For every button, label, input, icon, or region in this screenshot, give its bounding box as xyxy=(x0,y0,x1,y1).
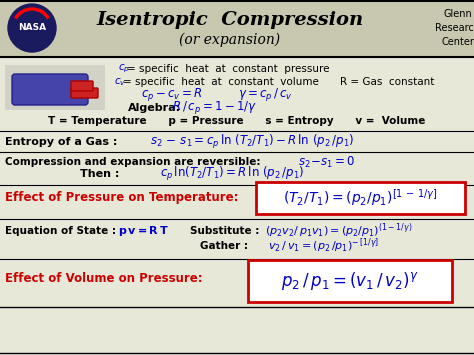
Text: Compression and expansion are reversible:: Compression and expansion are reversible… xyxy=(5,157,261,167)
Text: $s_2\!-\!s_1 = 0$: $s_2\!-\!s_1 = 0$ xyxy=(298,154,355,170)
Text: $c_p - c_v = R$: $c_p - c_v = R$ xyxy=(141,87,203,104)
Text: $c_p$: $c_p$ xyxy=(118,63,130,75)
Text: Algebra:: Algebra: xyxy=(128,103,181,113)
Text: (or expansion): (or expansion) xyxy=(180,33,281,47)
Text: $v_2\,/\,v_1 = (p_2\,/p_1)^{-\,[1/\gamma]}$: $v_2\,/\,v_1 = (p_2\,/p_1)^{-\,[1/\gamma… xyxy=(268,237,379,255)
Text: $\mathbf{p\,v = R\,T}$: $\mathbf{p\,v = R\,T}$ xyxy=(118,224,169,238)
FancyBboxPatch shape xyxy=(71,81,93,91)
Text: Then :: Then : xyxy=(80,169,119,179)
Text: $p_2\,/\,p_1 = (v_1\,/\,v_2)^\gamma$: $p_2\,/\,p_1 = (v_1\,/\,v_2)^\gamma$ xyxy=(281,270,419,292)
Text: $c_p\,\ln(T_2/T_1) = R\,\ln\,(p_2\,/p_1)$: $c_p\,\ln(T_2/T_1) = R\,\ln\,(p_2\,/p_1)… xyxy=(160,165,304,183)
Text: Substitute :: Substitute : xyxy=(190,226,259,236)
FancyBboxPatch shape xyxy=(256,182,465,214)
Circle shape xyxy=(8,4,56,52)
Bar xyxy=(5,65,105,110)
Text: NASA: NASA xyxy=(18,23,46,33)
Text: Isentropic  Compression: Isentropic Compression xyxy=(96,11,364,29)
Text: Effect of Volume on Pressure:: Effect of Volume on Pressure: xyxy=(5,273,202,285)
FancyBboxPatch shape xyxy=(248,260,452,302)
Text: Effect of Pressure on Temperature:: Effect of Pressure on Temperature: xyxy=(5,191,238,204)
Text: $R\,/\,c_p = 1 - 1/\gamma$: $R\,/\,c_p = 1 - 1/\gamma$ xyxy=(173,99,257,116)
Text: = specific  heat  at  constant  volume: = specific heat at constant volume xyxy=(123,77,319,87)
Text: Entropy of a Gas :: Entropy of a Gas : xyxy=(5,137,118,147)
Text: $(T_2/T_1) = (p_2/p_1)^{[1\,-\,1/\gamma]}$: $(T_2/T_1) = (p_2/p_1)^{[1\,-\,1/\gamma]… xyxy=(283,187,437,208)
Text: T = Temperature      p = Pressure      s = Entropy      v =  Volume: T = Temperature p = Pressure s = Entropy… xyxy=(48,116,426,126)
Text: $(p_2 v_2/\,p_1 v_1) = (p_2/p_1)^{(1-1/\gamma)}$: $(p_2 v_2/\,p_1 v_1) = (p_2/p_1)^{(1-1/\… xyxy=(265,222,412,240)
Text: Equation of State :: Equation of State : xyxy=(5,226,116,236)
Text: $\gamma = c_p\,/\,c_v$: $\gamma = c_p\,/\,c_v$ xyxy=(237,87,292,104)
Text: $c_v$: $c_v$ xyxy=(114,76,126,88)
Bar xyxy=(0,0,474,57)
Text: R = Gas  constant: R = Gas constant xyxy=(340,77,434,87)
FancyBboxPatch shape xyxy=(71,88,98,98)
Text: Glenn
Research
Center: Glenn Research Center xyxy=(436,9,474,47)
Text: = specific  heat  at  constant  pressure: = specific heat at constant pressure xyxy=(127,64,329,74)
FancyBboxPatch shape xyxy=(12,74,88,105)
Text: Gather :: Gather : xyxy=(200,241,248,251)
Text: $s_2\,-\,s_1 = c_p\,\ln\,(T_2/T_1) - R\,\ln\,(p_2\,/p_1)$: $s_2\,-\,s_1 = c_p\,\ln\,(T_2/T_1) - R\,… xyxy=(150,133,355,151)
